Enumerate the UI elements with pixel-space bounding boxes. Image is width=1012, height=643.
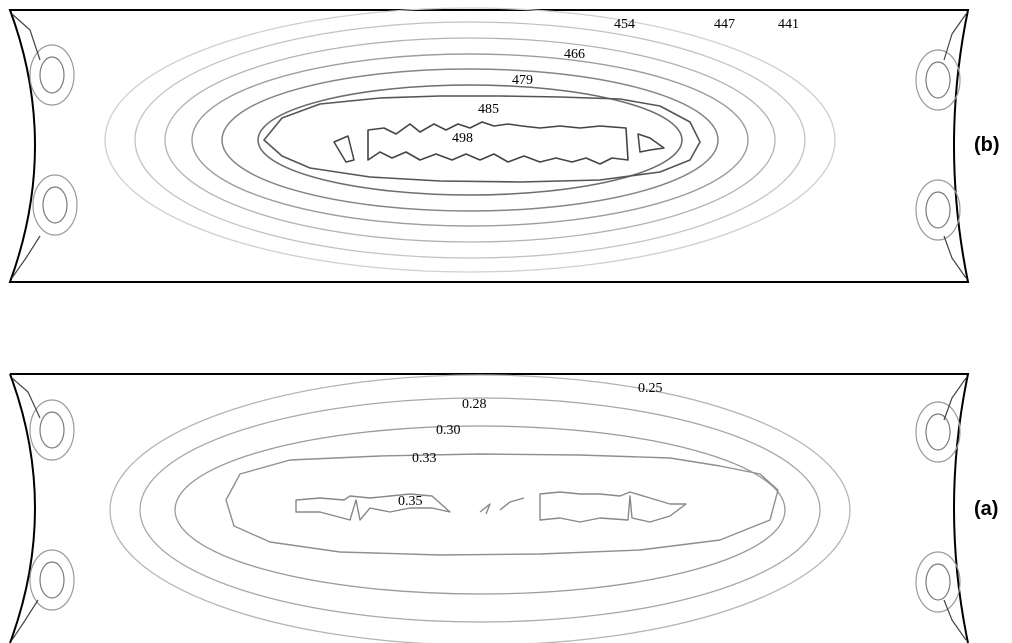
panel-b-labels: 454 447 441 466 479 485 498 bbox=[452, 17, 799, 146]
contour-a-corner-tl bbox=[11, 377, 41, 419]
label-a-025: 0.25 bbox=[638, 381, 663, 396]
panel-a-tag: (a) bbox=[974, 498, 998, 520]
label-a-030: 0.30 bbox=[436, 423, 461, 438]
label-b-498: 498 bbox=[452, 131, 473, 146]
label-b-447: 447 bbox=[714, 17, 735, 32]
contour-b-7 bbox=[263, 95, 701, 183]
contour-a-core-4 bbox=[539, 491, 687, 523]
panel-b-outline bbox=[8, 9, 970, 283]
contour-b-3 bbox=[164, 37, 776, 243]
contour-a-4 bbox=[225, 453, 779, 556]
contour-a-core-1 bbox=[295, 493, 451, 521]
panel-b-tag: (b) bbox=[974, 134, 1000, 156]
contour-a-edge-r3 bbox=[915, 551, 961, 613]
contour-a-edge-l1 bbox=[29, 399, 75, 461]
contour-b-corner-br bbox=[943, 235, 967, 279]
contour-b-corner-tl bbox=[11, 13, 41, 61]
label-b-466: 466 bbox=[564, 47, 585, 62]
label-a-028: 0.28 bbox=[462, 397, 487, 412]
label-b-441: 441 bbox=[778, 17, 799, 32]
contour-a-corner-br bbox=[943, 599, 967, 641]
contour-a-corner-bl bbox=[11, 599, 39, 641]
contour-b-6 bbox=[257, 84, 683, 196]
label-b-485: 485 bbox=[478, 102, 499, 117]
contour-a-edge-r2 bbox=[925, 413, 951, 451]
contour-b-corner-bl bbox=[11, 235, 41, 279]
contour-a-edge-l3 bbox=[29, 549, 75, 611]
contour-b-island-right bbox=[637, 133, 665, 153]
contour-a-edge-l2 bbox=[39, 411, 65, 449]
contour-b-1 bbox=[104, 7, 836, 273]
contour-b-5 bbox=[221, 68, 719, 212]
contour-a-edge-l4 bbox=[39, 561, 65, 599]
contour-b-island-left bbox=[333, 135, 355, 163]
contour-a-corner-tr bbox=[943, 377, 967, 421]
contour-a-core-2 bbox=[479, 503, 491, 515]
contour-b-edge-l2 bbox=[39, 56, 65, 94]
contour-b-edge-l3 bbox=[32, 174, 78, 236]
contour-b-edge-l4 bbox=[42, 186, 68, 224]
contour-b-2 bbox=[134, 21, 806, 259]
panel-a: 0.25 0.28 0.30 0.33 0.35 (a) bbox=[9, 373, 998, 643]
contour-a-3 bbox=[174, 425, 786, 595]
contour-b-edge-r3 bbox=[915, 179, 961, 241]
contour-a-edge-r4 bbox=[925, 563, 951, 601]
contour-b-edge-l1 bbox=[29, 44, 75, 106]
label-b-454: 454 bbox=[614, 17, 635, 32]
contour-b-corner-tr bbox=[943, 13, 967, 61]
contour-b-edge-r1 bbox=[915, 49, 961, 111]
contour-a-edge-r1 bbox=[915, 401, 961, 463]
panel-a-labels: 0.25 0.28 0.30 0.33 0.35 bbox=[398, 381, 663, 509]
contour-a-core-3 bbox=[499, 497, 525, 511]
contour-b-core bbox=[367, 121, 629, 165]
label-a-033: 0.33 bbox=[412, 451, 437, 466]
contour-a-2 bbox=[139, 397, 821, 623]
label-b-479: 479 bbox=[512, 73, 533, 88]
panel-a-outline bbox=[9, 373, 970, 643]
panel-b: 454 447 441 466 479 485 498 (b) bbox=[8, 7, 1000, 283]
contour-b-edge-r2 bbox=[925, 61, 951, 99]
contour-a-1 bbox=[109, 374, 851, 643]
contour-b-4 bbox=[191, 53, 749, 227]
label-a-035: 0.35 bbox=[398, 494, 423, 509]
contour-b-edge-r4 bbox=[925, 191, 951, 229]
